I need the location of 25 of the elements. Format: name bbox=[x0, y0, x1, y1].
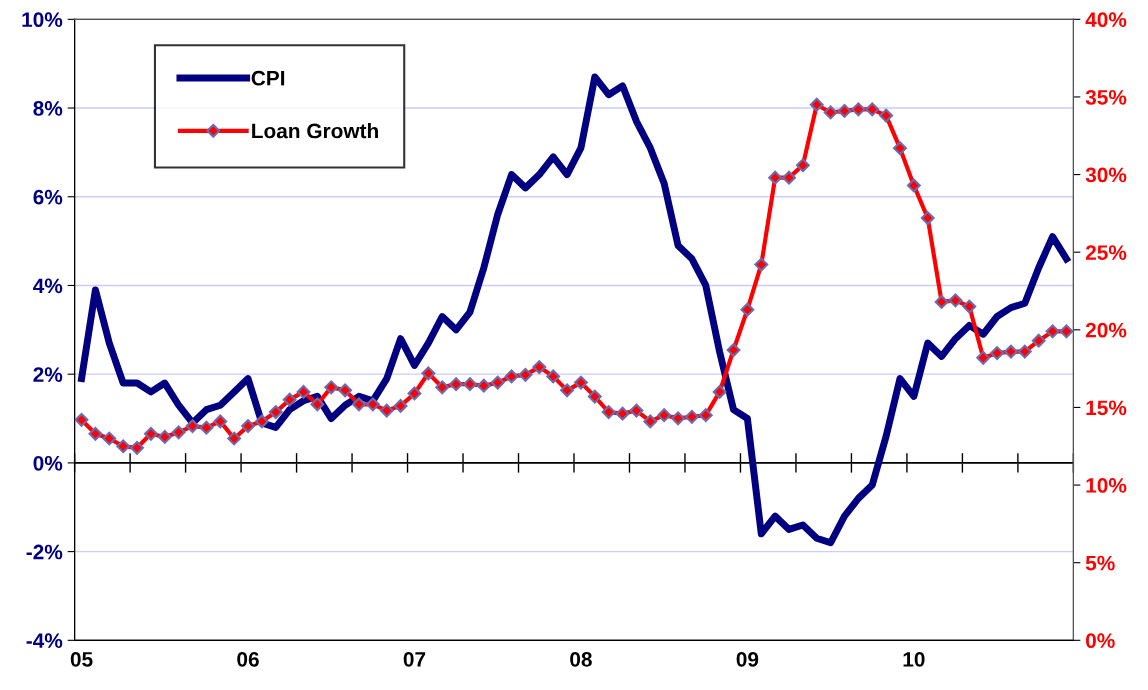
y-tick-label: 0% bbox=[33, 455, 63, 471]
x-tick-label: 07 bbox=[403, 651, 426, 667]
y2-tick-label: 20% bbox=[1085, 322, 1127, 338]
y2-tick-label: 35% bbox=[1085, 89, 1127, 105]
y2-tick-label: 30% bbox=[1085, 167, 1127, 183]
x-tick-label: 05 bbox=[70, 651, 93, 667]
legend-label: CPI bbox=[251, 70, 285, 86]
x-tick-label: 10 bbox=[903, 651, 925, 667]
legend-label: Loan Growth bbox=[252, 123, 378, 139]
y2-tick-label: 10% bbox=[1086, 478, 1127, 493]
y-tick-label: 6% bbox=[33, 189, 63, 205]
y-tick-label: 2% bbox=[33, 367, 63, 382]
y2-tick-label: 25% bbox=[1085, 245, 1127, 260]
x-tick-label: 08 bbox=[570, 651, 592, 667]
x-tick-label: 06 bbox=[237, 651, 259, 667]
y2-tick-label: 5% bbox=[1085, 555, 1115, 571]
x-tick-label: 09 bbox=[736, 651, 759, 667]
y2-tick-label: 15% bbox=[1086, 400, 1127, 416]
y-tick-label: -4% bbox=[26, 633, 63, 649]
y2-tick-label: 40% bbox=[1085, 12, 1127, 28]
y-tick-label: 4% bbox=[33, 278, 63, 294]
y-tick-label: -2% bbox=[26, 544, 63, 560]
y-tick-label: 10% bbox=[22, 12, 63, 28]
y-tick-label: 8% bbox=[33, 101, 63, 116]
y2-tick-label: 0% bbox=[1086, 633, 1115, 649]
